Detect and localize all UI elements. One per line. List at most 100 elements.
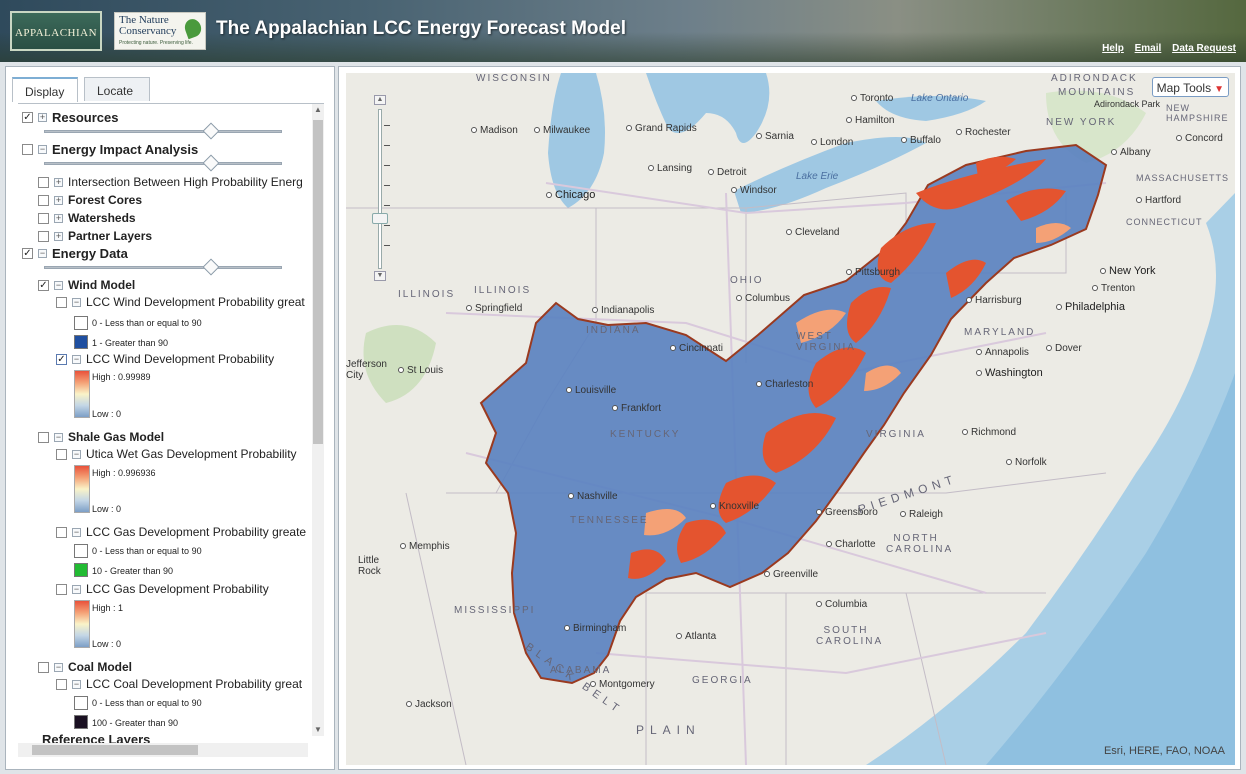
map-canvas[interactable]: WISCONSIN ADIRONDACK MOUNTAINS Adirondac… [346, 73, 1235, 765]
map-label: Cincinnati [670, 343, 723, 354]
map-label: Annapolis [976, 347, 1029, 358]
intersection-expand-icon[interactable]: + [54, 177, 63, 187]
lake-michigan [548, 73, 605, 208]
energy-impact-collapse-icon[interactable]: − [38, 144, 47, 154]
gas-greater-checkbox[interactable] [56, 527, 67, 538]
map-attribution: Esri, HERE, FAO, NOAA [1103, 745, 1225, 757]
layer-reference: Reference Layers [28, 732, 298, 743]
layer-coal-greater: − LCC Coal Development Probability great [56, 677, 316, 693]
utica-collapse-icon[interactable]: − [72, 449, 81, 459]
energy-data-opacity-slider[interactable] [44, 258, 282, 276]
energy-data-collapse-icon[interactable]: − [38, 248, 47, 258]
resources-checkbox[interactable]: ✓ [22, 112, 33, 123]
intersection-label: Intersection Between High Probability En… [68, 175, 303, 189]
wind-greater-collapse-icon[interactable]: − [72, 297, 81, 307]
map-label: Grand Rapids [626, 123, 697, 134]
utica-checkbox[interactable] [56, 449, 67, 460]
partner-layers-checkbox[interactable] [38, 231, 49, 242]
energy-impact-checkbox[interactable] [22, 144, 33, 155]
scroll-thumb[interactable] [313, 120, 323, 444]
energy-impact-opacity-slider[interactable] [44, 154, 282, 172]
map-label: PLAIN [636, 723, 701, 737]
layer-wind-model: ✓ − Wind Model [38, 278, 238, 294]
dropdown-triangle-icon: ▼ [1214, 84, 1224, 95]
legend-label: 0 - Less than or equal to 90 [92, 546, 202, 556]
scroll-down-icon[interactable]: ▼ [314, 725, 322, 734]
tab-locate[interactable]: Locate [84, 77, 150, 101]
data-request-link[interactable]: Data Request [1172, 43, 1236, 54]
layer-watersheds: + Watersheds [38, 211, 238, 227]
map-label: Sarnia [756, 131, 794, 142]
shale-gas-collapse-icon[interactable]: − [54, 432, 63, 442]
coal-model-checkbox[interactable] [38, 662, 49, 673]
tab-display[interactable]: Display [12, 77, 78, 102]
coal-model-collapse-icon[interactable]: − [54, 662, 63, 672]
legend-swatch-white [74, 316, 88, 330]
gas-greater-collapse-icon[interactable]: − [72, 527, 81, 537]
wind-prob-collapse-icon[interactable]: − [72, 354, 81, 364]
map-label: INDIANA [586, 325, 641, 336]
coal-greater-collapse-icon[interactable]: − [72, 679, 81, 689]
wind-prob-label: LCC Wind Development Probability [86, 352, 275, 366]
map-label: Springfield [466, 303, 522, 314]
wind-model-checkbox[interactable]: ✓ [38, 280, 49, 291]
scroll-thumb[interactable] [32, 745, 198, 755]
nature-conservancy-logo[interactable]: The Nature Conservancy Protecting nature… [114, 12, 206, 50]
coal-greater-checkbox[interactable] [56, 679, 67, 690]
map-label: Montgomery [590, 679, 655, 690]
intersection-checkbox[interactable] [38, 177, 49, 188]
tree-vertical-scrollbar[interactable]: ▲ ▼ [312, 104, 324, 736]
map-label: OHIO [730, 275, 764, 286]
partner-layers-expand-icon[interactable]: + [54, 231, 63, 241]
legend-high-label: High : 0.996936 [92, 468, 156, 478]
resources-opacity-slider[interactable] [44, 122, 282, 140]
scroll-up-icon[interactable]: ▲ [314, 105, 322, 114]
logo-line-1: The Nature [119, 14, 169, 26]
appalachian-lcc-logo[interactable]: APPALACHIAN [10, 11, 102, 51]
wind-greater-checkbox[interactable] [56, 297, 67, 308]
study-area-polygon[interactable] [479, 143, 1108, 685]
map-label: WEST VIRGINIA [796, 331, 856, 353]
legend-color-ramp [74, 370, 90, 418]
energy-data-checkbox[interactable]: ✓ [22, 248, 33, 259]
watersheds-expand-icon[interactable]: + [54, 213, 63, 223]
wind-model-collapse-icon[interactable]: − [54, 280, 63, 290]
zoom-out-icon[interactable]: ▼ [374, 271, 386, 281]
tree-horizontal-scrollbar[interactable] [18, 743, 308, 757]
zoom-track[interactable] [378, 109, 382, 269]
zoom-in-icon[interactable]: ▲ [374, 95, 386, 105]
shale-gas-checkbox[interactable] [38, 432, 49, 443]
utica-label: Utica Wet Gas Development Probability [86, 447, 297, 461]
map-label: KENTUCKY [610, 429, 681, 440]
map-label: ALABAMA [550, 665, 612, 676]
zoom-tick [384, 245, 390, 246]
map-label: Memphis [400, 541, 450, 552]
resources-expand-icon[interactable]: + [38, 112, 47, 122]
forest-cores-expand-icon[interactable]: + [54, 195, 63, 205]
zoom-handle[interactable] [372, 213, 388, 224]
map-label: TENNESSEE [570, 515, 649, 526]
forest-cores-checkbox[interactable] [38, 195, 49, 206]
legend-high-label: High : 0.99989 [92, 372, 151, 382]
legend-high-label: High : 1 [92, 603, 124, 613]
map-label: Greensboro [816, 507, 878, 518]
map-label: Hartford [1136, 195, 1181, 206]
zoom-slider[interactable]: ▲ ▼ [372, 95, 390, 281]
gas-prob-checkbox[interactable] [56, 584, 67, 595]
logo-tagline: Protecting nature. Preserving life. [119, 40, 193, 46]
wind-prob-checkbox[interactable]: ✓ [56, 354, 67, 365]
zoom-tick [384, 125, 390, 126]
gas-greater-label: LCC Gas Development Probability greate [86, 525, 307, 539]
watersheds-label: Watersheds [68, 211, 136, 225]
leaf-icon [182, 16, 204, 40]
legend-swatch-blue [74, 335, 88, 349]
email-link[interactable]: Email [1134, 43, 1162, 54]
map-tools-button[interactable]: Map Tools ▼ [1151, 77, 1229, 97]
gas-prob-collapse-icon[interactable]: − [72, 584, 81, 594]
zoom-tick [384, 225, 390, 226]
map-label: Columbia [816, 599, 867, 610]
map-label: Indianapolis [592, 305, 654, 316]
help-link[interactable]: Help [1102, 43, 1124, 54]
watersheds-checkbox[interactable] [38, 213, 49, 224]
app-header: APPALACHIAN The Nature Conservancy Prote… [0, 0, 1246, 62]
